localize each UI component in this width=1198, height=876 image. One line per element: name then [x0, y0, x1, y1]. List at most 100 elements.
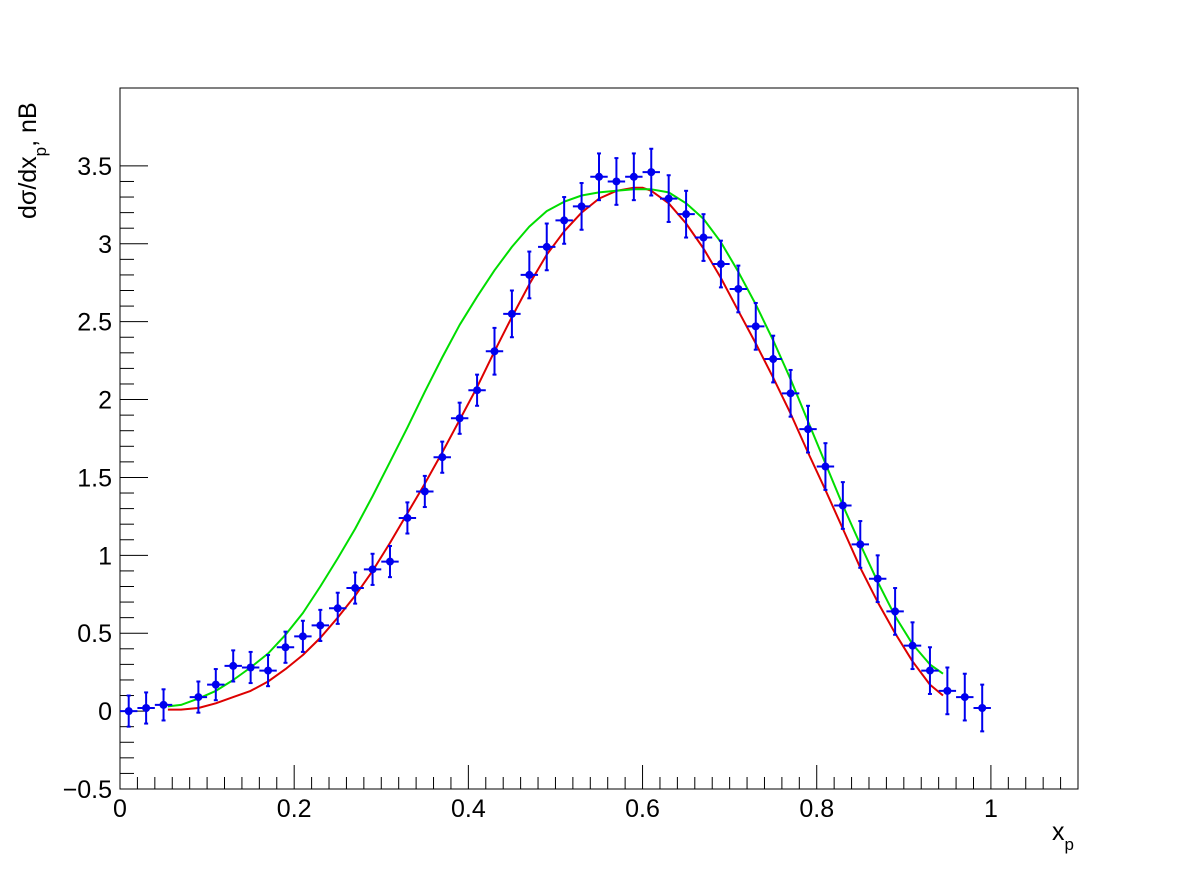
point-marker: [629, 172, 638, 181]
point-marker: [124, 707, 133, 716]
point-marker: [908, 641, 917, 650]
point-marker: [142, 703, 151, 712]
point-marker: [612, 177, 621, 186]
data-point: [712, 239, 730, 289]
point-marker: [281, 643, 290, 652]
data-point: [903, 621, 922, 671]
data-point: [607, 157, 626, 206]
data-point: [398, 501, 417, 535]
point-marker: [473, 386, 482, 395]
data-point: [834, 481, 852, 530]
point-marker: [734, 284, 743, 293]
data-point: [468, 373, 486, 407]
plot-frame: [119, 87, 1079, 790]
point-marker: [403, 513, 412, 522]
data-point: [137, 691, 155, 725]
y-axis-title-sub: p: [31, 147, 50, 156]
y-axis-title: dσ/dxp, nB: [14, 102, 50, 219]
point-marker: [664, 194, 673, 203]
y-tick-label: 0: [98, 698, 112, 726]
data-point: [625, 152, 643, 202]
data-point: [120, 694, 138, 728]
data-point: [241, 650, 260, 685]
x-axis-title: xp: [1052, 818, 1074, 854]
data-point: [973, 683, 991, 733]
data-point: [259, 654, 277, 688]
data-point: [868, 554, 887, 604]
x-tick-label: 1: [984, 795, 998, 823]
point-marker: [560, 216, 569, 225]
point-marker: [229, 661, 238, 670]
point-marker: [716, 260, 725, 269]
data-point: [938, 666, 957, 716]
data-point: [694, 213, 713, 262]
data-point: [816, 442, 835, 491]
data-point: [276, 630, 295, 664]
point-marker: [542, 242, 551, 251]
data-point: [207, 668, 225, 702]
point-marker: [385, 557, 394, 566]
data-point: [851, 520, 869, 569]
x-tick-label: 0.4: [451, 795, 486, 823]
data-points: [120, 147, 991, 733]
point-marker: [856, 540, 865, 549]
y-axis-title-rest: , nB: [14, 102, 42, 146]
point-marker: [438, 453, 447, 462]
data-point: [363, 552, 382, 586]
point-marker: [490, 347, 499, 356]
point-marker: [525, 270, 534, 279]
point-marker: [420, 487, 429, 496]
data-point: [538, 222, 556, 272]
data-point: [503, 289, 521, 339]
y-tick-label: 3: [98, 231, 112, 259]
point-marker: [595, 172, 603, 181]
data-point: [224, 649, 242, 683]
point-marker: [821, 462, 830, 471]
y-tick-label: 2.5: [77, 309, 112, 337]
point-marker: [194, 693, 203, 702]
data-point: [590, 152, 608, 202]
data-point: [520, 250, 539, 300]
point-marker: [507, 309, 516, 318]
data-point: [555, 196, 573, 245]
point-marker: [978, 703, 987, 712]
data-point: [747, 301, 765, 351]
point-marker: [577, 202, 586, 211]
point-marker: [368, 565, 377, 574]
x-tick-label: 0: [113, 795, 127, 823]
data-point: [433, 440, 451, 474]
point-marker: [682, 210, 691, 219]
point-marker: [943, 686, 952, 695]
point-marker: [838, 501, 847, 510]
data-point: [294, 619, 312, 653]
data-point: [642, 147, 660, 197]
y-tick-label: 2: [98, 387, 112, 415]
x-tick-label: 0.6: [625, 795, 660, 823]
data-point: [781, 368, 800, 418]
data-point: [189, 680, 208, 714]
point-marker: [786, 389, 795, 398]
point-marker: [333, 604, 342, 613]
point-marker: [873, 574, 882, 583]
axis-ticks: [119, 165, 1079, 790]
point-marker: [211, 680, 220, 689]
data-point: [729, 264, 748, 314]
data-point: [956, 672, 974, 722]
data-point: [311, 608, 330, 643]
y-axis-title-main: dσ/dx: [14, 156, 42, 219]
data-point: [921, 646, 939, 695]
data-point: [572, 182, 591, 231]
data-point: [886, 587, 904, 636]
point-marker: [246, 663, 255, 672]
point-marker: [925, 666, 934, 675]
data-point: [381, 544, 399, 579]
y-tick-label: 1: [98, 542, 112, 570]
point-marker: [804, 425, 813, 434]
tick-labels: 0 0.2 0.4 0.6 0.8 1−0.500.511.522.533.5: [63, 153, 998, 823]
point-marker: [699, 233, 708, 242]
y-tick-label: −0.5: [63, 776, 112, 804]
data-point: [416, 474, 434, 509]
point-marker: [159, 700, 168, 709]
point-marker: [298, 632, 307, 641]
y-tick-label: 0.5: [77, 620, 112, 648]
